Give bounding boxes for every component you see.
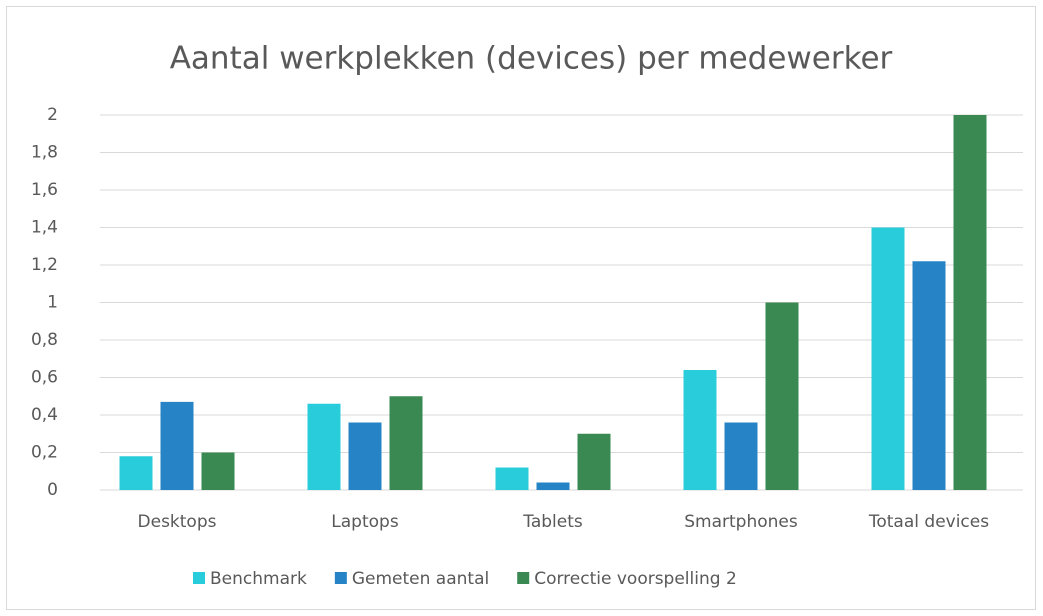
- x-tick-label: Smartphones: [684, 512, 798, 532]
- bar: [724, 422, 758, 490]
- bar: [160, 401, 194, 490]
- legend-label: Gemeten aantal: [352, 569, 489, 589]
- y-tick-label: 0,8: [31, 330, 58, 350]
- bar: [389, 396, 423, 490]
- y-tick-label: 1,2: [31, 255, 58, 275]
- bar: [577, 433, 611, 490]
- y-tick-label: 1: [47, 293, 58, 313]
- legend-label: Correctie voorspelling 2: [534, 569, 737, 589]
- y-tick-label: 0,6: [31, 368, 58, 388]
- y-tick-label: 1,6: [31, 180, 58, 200]
- bar: [201, 452, 235, 490]
- bar: [536, 482, 570, 490]
- y-tick-label: 1,4: [31, 218, 58, 238]
- bar: [912, 261, 946, 490]
- legend-swatch: [517, 572, 530, 584]
- x-tick-label: Tablets: [522, 512, 583, 532]
- x-tick-label: Desktops: [138, 512, 217, 532]
- x-tick-label: Laptops: [331, 512, 399, 532]
- chart-border: [6, 6, 1036, 610]
- legend-label: Benchmark: [210, 569, 307, 589]
- legend-swatch: [334, 572, 347, 584]
- bar: [119, 456, 153, 490]
- bar: [953, 115, 987, 490]
- y-tick-label: 0: [47, 480, 58, 500]
- y-tick-label: 2: [47, 105, 58, 125]
- y-tick-label: 0,4: [31, 405, 58, 425]
- bar: [765, 302, 799, 490]
- bar: [495, 467, 529, 490]
- bar: [307, 403, 341, 490]
- y-tick-label: 1,8: [31, 143, 58, 163]
- bar: [348, 422, 382, 490]
- bar: [683, 370, 717, 490]
- x-tick-label: Totaal devices: [868, 512, 989, 532]
- chart-title: Aantal werkplekken (devices) per medewer…: [170, 41, 893, 77]
- y-tick-label: 0,2: [31, 443, 58, 463]
- bar: [871, 227, 905, 490]
- legend-swatch: [193, 572, 205, 584]
